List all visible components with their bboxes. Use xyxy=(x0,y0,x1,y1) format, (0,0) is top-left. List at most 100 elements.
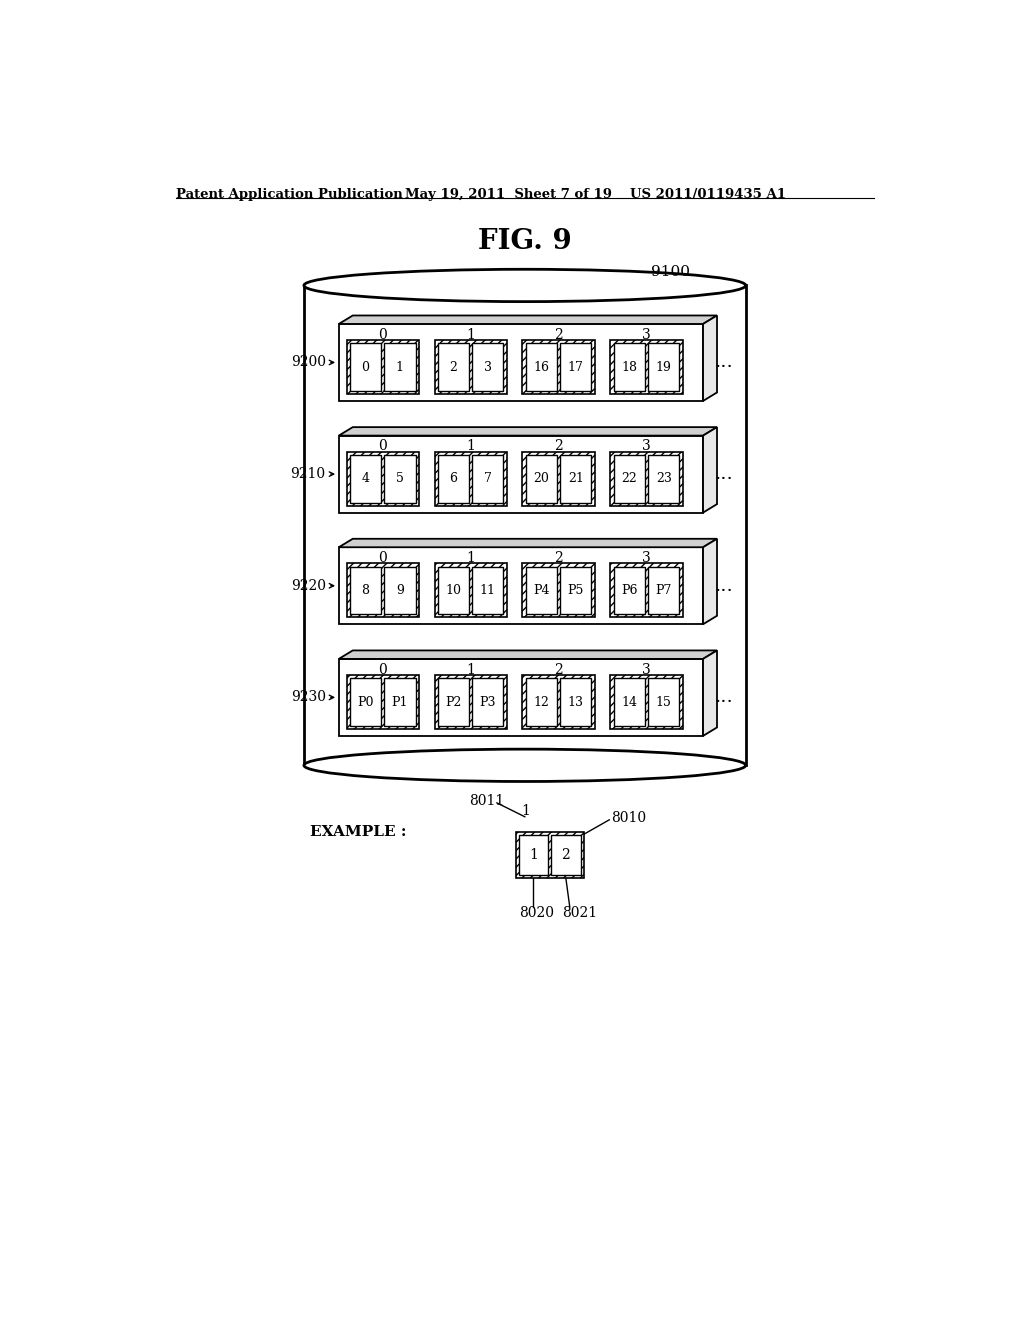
Text: 2: 2 xyxy=(554,440,563,454)
Bar xyxy=(613,455,645,503)
Polygon shape xyxy=(703,428,717,512)
Text: 3: 3 xyxy=(642,440,651,454)
Text: 15: 15 xyxy=(655,696,672,709)
Bar xyxy=(648,343,679,391)
Bar xyxy=(525,566,557,614)
Bar xyxy=(522,341,595,395)
Text: P0: P0 xyxy=(357,696,374,709)
Bar xyxy=(648,678,679,726)
Bar xyxy=(610,564,683,618)
Bar xyxy=(339,548,703,624)
Text: 8020: 8020 xyxy=(519,906,554,920)
Bar xyxy=(610,341,683,395)
Bar xyxy=(610,675,683,729)
Text: 0: 0 xyxy=(378,440,387,454)
Bar xyxy=(437,343,469,391)
Text: 9100: 9100 xyxy=(651,264,690,279)
Text: P3: P3 xyxy=(479,696,496,709)
Bar xyxy=(613,343,645,391)
Bar xyxy=(434,451,507,506)
Bar xyxy=(522,341,595,395)
Text: 1: 1 xyxy=(466,440,475,454)
Text: 8021: 8021 xyxy=(562,906,597,920)
Text: ...: ... xyxy=(714,354,732,371)
Bar xyxy=(610,675,683,729)
Polygon shape xyxy=(339,315,717,323)
Text: 2: 2 xyxy=(450,360,458,374)
Text: 1: 1 xyxy=(521,804,530,818)
Text: 9210: 9210 xyxy=(291,467,326,480)
Bar xyxy=(346,341,419,395)
Text: 10: 10 xyxy=(445,583,461,597)
Text: 21: 21 xyxy=(568,473,584,486)
Bar xyxy=(610,451,683,506)
Bar xyxy=(613,678,645,726)
Bar xyxy=(437,678,469,726)
Bar xyxy=(522,451,595,506)
Bar xyxy=(610,564,683,618)
Text: 3: 3 xyxy=(642,663,651,677)
Bar xyxy=(515,832,584,878)
Text: 9: 9 xyxy=(396,583,403,597)
Bar xyxy=(522,675,595,729)
Text: 3: 3 xyxy=(642,552,651,565)
Bar xyxy=(525,455,557,503)
Bar xyxy=(551,836,581,875)
Polygon shape xyxy=(703,315,717,401)
Text: P6: P6 xyxy=(621,583,638,597)
Bar xyxy=(522,675,595,729)
Bar xyxy=(560,566,592,614)
Bar xyxy=(648,566,679,614)
Text: 22: 22 xyxy=(622,473,637,486)
Bar xyxy=(346,451,419,506)
Polygon shape xyxy=(339,651,717,659)
Ellipse shape xyxy=(304,269,745,302)
Bar xyxy=(384,343,416,391)
Bar xyxy=(346,675,419,729)
Text: May 19, 2011  Sheet 7 of 19: May 19, 2011 Sheet 7 of 19 xyxy=(406,187,612,201)
Bar xyxy=(346,675,419,729)
Text: Patent Application Publication: Patent Application Publication xyxy=(176,187,402,201)
Bar xyxy=(518,836,548,875)
Text: 23: 23 xyxy=(655,473,672,486)
Bar xyxy=(525,678,557,726)
Bar xyxy=(346,564,419,618)
Bar xyxy=(346,451,419,506)
Text: 1: 1 xyxy=(466,327,475,342)
Text: 4: 4 xyxy=(361,473,370,486)
Text: 20: 20 xyxy=(534,473,549,486)
Text: 0: 0 xyxy=(378,552,387,565)
Text: 19: 19 xyxy=(655,360,672,374)
Text: 5: 5 xyxy=(396,473,403,486)
Text: 7: 7 xyxy=(484,473,492,486)
Text: 8: 8 xyxy=(361,583,370,597)
Text: 0: 0 xyxy=(378,663,387,677)
Text: P2: P2 xyxy=(445,696,462,709)
Text: P5: P5 xyxy=(567,583,584,597)
Text: US 2011/0119435 A1: US 2011/0119435 A1 xyxy=(630,187,786,201)
Text: 9230: 9230 xyxy=(291,690,326,705)
Bar xyxy=(349,566,381,614)
Bar xyxy=(349,343,381,391)
Bar xyxy=(434,341,507,395)
Text: 17: 17 xyxy=(568,360,584,374)
Ellipse shape xyxy=(304,750,745,781)
Bar xyxy=(560,678,592,726)
Text: 12: 12 xyxy=(534,696,549,709)
Polygon shape xyxy=(703,539,717,624)
Bar xyxy=(349,455,381,503)
Text: 1: 1 xyxy=(396,360,403,374)
Bar xyxy=(472,455,504,503)
Text: 1: 1 xyxy=(466,552,475,565)
Text: 3: 3 xyxy=(642,327,651,342)
Bar xyxy=(346,341,419,395)
Bar xyxy=(434,564,507,618)
Text: P4: P4 xyxy=(534,583,550,597)
Bar xyxy=(339,323,703,401)
Text: 2: 2 xyxy=(554,327,563,342)
Text: 18: 18 xyxy=(622,360,637,374)
Bar xyxy=(472,343,504,391)
Text: 9200: 9200 xyxy=(291,355,326,370)
Text: EXAMPLE :: EXAMPLE : xyxy=(310,825,407,840)
Text: 2: 2 xyxy=(554,663,563,677)
